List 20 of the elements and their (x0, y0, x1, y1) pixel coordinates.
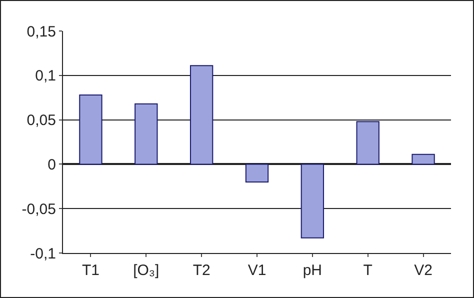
x-tick-label: T (363, 262, 372, 279)
bar (412, 154, 435, 165)
x-tick-label: V2 (414, 262, 432, 279)
y-tick-label: 0 (48, 156, 56, 174)
x-tick-label: V1 (248, 262, 266, 279)
x-tick-label: pH (302, 262, 322, 279)
bar (245, 164, 269, 182)
y-tick-label: -0,1 (30, 245, 56, 262)
x-tick-label: T1 (82, 262, 100, 279)
x-tick-label: T2 (192, 262, 210, 279)
y-tick-label: 0,15 (26, 23, 56, 40)
x-tick-label: [O₃] (133, 262, 160, 279)
bar (190, 65, 214, 165)
bar (300, 164, 324, 238)
bar (134, 103, 158, 165)
y-tick-label: 0,1 (35, 68, 56, 85)
bar (356, 121, 380, 165)
y-tick-label: 0,05 (26, 112, 56, 130)
bar (79, 94, 102, 165)
y-tick-label: -0,05 (22, 200, 56, 218)
